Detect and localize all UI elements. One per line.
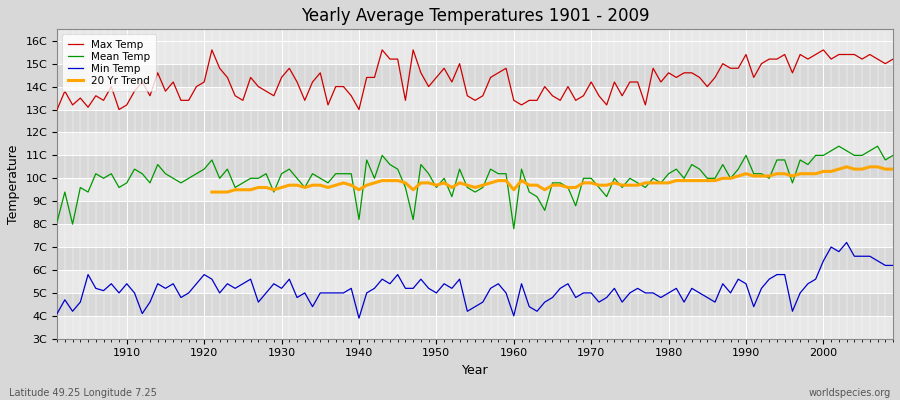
Min Temp <box>330 290 341 295</box>
20 Yr Trend <box>554 183 565 188</box>
Min Temp <box>508 314 519 318</box>
Bar <box>57 86 893 110</box>
Bar <box>57 247 893 270</box>
Line: Max Temp: Max Temp <box>57 50 893 110</box>
20 Yr Trend <box>206 190 217 194</box>
Bar <box>57 270 893 293</box>
Y-axis label: Temperature: Temperature <box>7 144 20 224</box>
Min Temp <box>354 316 364 320</box>
Max Temp <box>887 57 898 62</box>
Title: Yearly Average Temperatures 1901 - 2009: Yearly Average Temperatures 1901 - 2009 <box>301 7 649 25</box>
Bar <box>57 41 893 64</box>
Mean Temp <box>113 185 124 190</box>
Legend: Max Temp, Mean Temp, Min Temp, 20 Yr Trend: Max Temp, Mean Temp, Min Temp, 20 Yr Tre… <box>62 34 156 91</box>
Bar <box>57 224 893 247</box>
Min Temp <box>284 277 294 282</box>
Max Temp <box>609 80 620 84</box>
Max Temp <box>51 107 62 112</box>
Text: worldspecies.org: worldspecies.org <box>809 388 891 398</box>
Bar <box>57 316 893 339</box>
Min Temp <box>609 286 620 291</box>
20 Yr Trend <box>292 183 302 188</box>
Mean Temp <box>500 171 511 176</box>
20 Yr Trend <box>887 167 898 172</box>
Min Temp <box>887 263 898 268</box>
Line: Min Temp: Min Temp <box>57 242 893 318</box>
Line: 20 Yr Trend: 20 Yr Trend <box>212 167 893 192</box>
Bar <box>57 110 893 132</box>
Mean Temp <box>887 153 898 158</box>
Max Temp <box>516 102 526 107</box>
Bar <box>57 155 893 178</box>
Min Temp <box>113 290 124 295</box>
Mean Temp <box>508 226 519 231</box>
Min Temp <box>842 240 852 245</box>
Max Temp <box>338 84 349 89</box>
Min Temp <box>516 281 526 286</box>
20 Yr Trend <box>810 171 821 176</box>
Mean Temp <box>330 171 341 176</box>
Mean Temp <box>609 176 620 181</box>
Mean Temp <box>833 144 844 148</box>
Line: Mean Temp: Mean Temp <box>57 146 893 229</box>
Mean Temp <box>516 167 526 172</box>
20 Yr Trend <box>276 185 287 190</box>
X-axis label: Year: Year <box>462 364 489 377</box>
Bar <box>57 132 893 155</box>
Bar <box>57 201 893 224</box>
Bar <box>57 64 893 86</box>
20 Yr Trend <box>346 183 356 188</box>
Mean Temp <box>284 167 294 172</box>
Bar <box>57 178 893 201</box>
20 Yr Trend <box>842 164 852 169</box>
Max Temp <box>206 48 217 52</box>
Max Temp <box>508 98 519 103</box>
Min Temp <box>51 311 62 316</box>
Max Temp <box>113 107 124 112</box>
Max Temp <box>292 80 302 84</box>
Text: Latitude 49.25 Longitude 7.25: Latitude 49.25 Longitude 7.25 <box>9 388 157 398</box>
Bar <box>57 293 893 316</box>
20 Yr Trend <box>470 185 481 190</box>
Mean Temp <box>51 220 62 224</box>
